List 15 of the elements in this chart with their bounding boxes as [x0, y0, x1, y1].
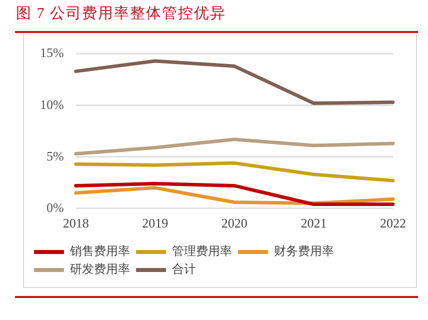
x-tick-label: 2022: [380, 216, 406, 231]
x-tick-label: 2021: [300, 216, 327, 231]
legend-label: 管理费用率: [172, 244, 232, 258]
legend-label: 合计: [172, 262, 196, 276]
legend-label: 研发费用率: [70, 262, 130, 276]
y-tick-label: 15%: [40, 45, 64, 60]
x-tick-label: 2018: [62, 216, 89, 231]
legend-label: 销售费用率: [69, 244, 130, 258]
chart-title: 图 7 公司费用率整体管控优异: [16, 4, 226, 23]
y-tick-label: 0%: [46, 200, 64, 215]
x-tick-label: 2020: [221, 216, 248, 231]
y-tick-label: 5%: [46, 148, 64, 164]
x-tick-label: 2019: [142, 216, 168, 231]
legend-label: 财务费用率: [274, 244, 334, 258]
y-tick-label: 10%: [40, 96, 64, 112]
